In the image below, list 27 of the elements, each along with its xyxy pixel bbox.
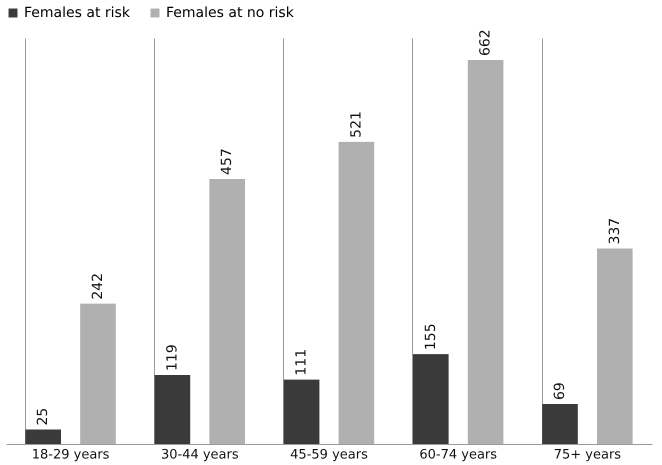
bar	[284, 380, 320, 444]
x-tick-label: 18-29 years	[32, 448, 110, 462]
x-tick-label: 75+ years	[554, 448, 622, 462]
bar	[468, 60, 504, 444]
bar	[154, 374, 190, 444]
data-label: 457	[219, 148, 236, 175]
data-label: 119	[164, 344, 180, 371]
bar	[596, 248, 633, 444]
bar	[80, 304, 116, 444]
x-tick-label: 45-59 years	[290, 448, 368, 462]
x-tick-label: 30-44 years	[160, 448, 239, 462]
data-label: 155	[422, 323, 439, 350]
data-label: 337	[606, 218, 623, 245]
data-label: 521	[348, 111, 364, 138]
data-label: 242	[90, 272, 106, 300]
data-label: 662	[478, 29, 494, 56]
data-label: 111	[294, 348, 310, 376]
bar	[412, 354, 449, 444]
x-tick-label: 60-74 years	[419, 448, 498, 462]
bar	[209, 178, 246, 444]
bar	[338, 142, 374, 444]
bar	[25, 430, 62, 444]
bar	[542, 404, 578, 444]
data-label: 25	[35, 408, 52, 426]
legend-label: Females at no risk	[166, 5, 295, 21]
data-label: 69	[552, 382, 568, 400]
legend-label: Females at risk	[24, 5, 131, 21]
